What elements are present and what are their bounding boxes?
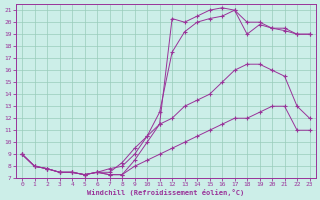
X-axis label: Windchill (Refroidissement éolien,°C): Windchill (Refroidissement éolien,°C) — [87, 189, 244, 196]
